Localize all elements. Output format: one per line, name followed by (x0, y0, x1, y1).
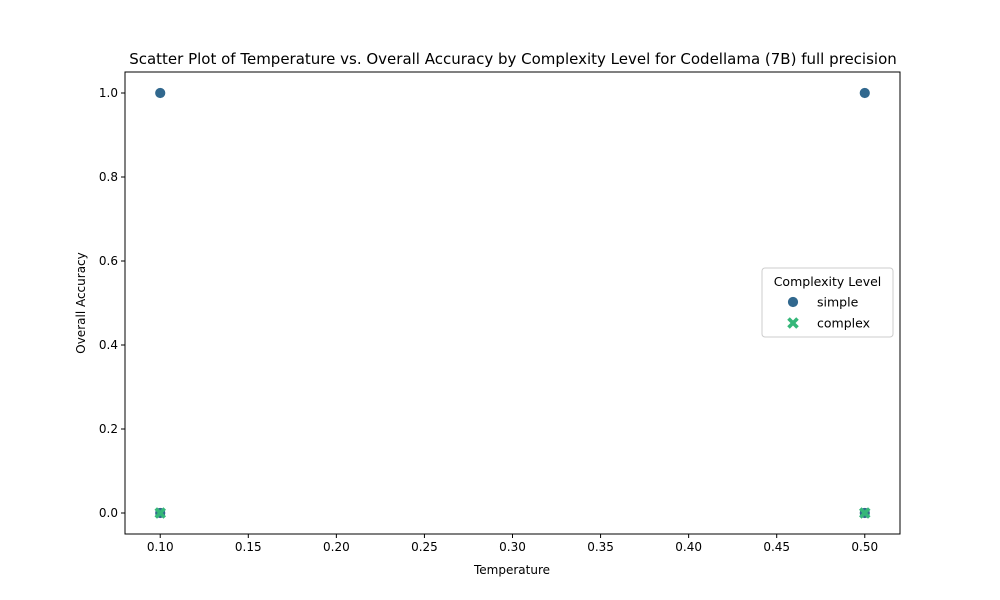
y-tick-label: 0.2 (99, 422, 118, 436)
x-tick-label: 0.20 (323, 540, 350, 554)
legend-marker-simple (787, 296, 799, 308)
y-axis-label: Overall Accuracy (74, 252, 88, 353)
y-tick-label: 0.0 (99, 506, 118, 520)
x-tick-label: 0.40 (675, 540, 702, 554)
data-point-simple (858, 87, 871, 99)
legend-marker-complex (787, 317, 799, 329)
x-axis-ticks: 0.10 0.15 0.20 0.25 0.30 0.35 0.40 0.45 0.50 (147, 534, 878, 554)
legend: Complexity Level simple complex (761, 267, 894, 338)
y-tick-label: 0.4 (99, 338, 118, 352)
data-point-complex (858, 507, 871, 519)
y-tick-label: 0.8 (99, 170, 118, 184)
legend-label-complex: complex (817, 316, 870, 331)
x-tick-label: 0.50 (851, 540, 878, 554)
legend-title: Complexity Level (774, 274, 882, 289)
x-tick-label: 0.25 (411, 540, 438, 554)
x-tick-label: 0.35 (587, 540, 614, 554)
x-axis-label: Temperature (473, 563, 550, 577)
data-point-complex (154, 507, 167, 519)
x-tick-label: 0.15 (235, 540, 262, 554)
x-tick-label: 0.30 (499, 540, 526, 554)
y-tick-label: 0.6 (99, 254, 118, 268)
data-point-simple (154, 87, 167, 99)
x-tick-label: 0.10 (147, 540, 174, 554)
legend-label-simple: simple (817, 295, 859, 310)
y-axis-ticks: 0.0 0.2 0.4 0.6 0.8 1.0 (99, 86, 125, 520)
chart-title: Scatter Plot of Temperature vs. Overall … (129, 50, 897, 68)
data-points (154, 87, 871, 519)
x-tick-label: 0.45 (763, 540, 790, 554)
y-tick-label: 1.0 (99, 86, 118, 100)
